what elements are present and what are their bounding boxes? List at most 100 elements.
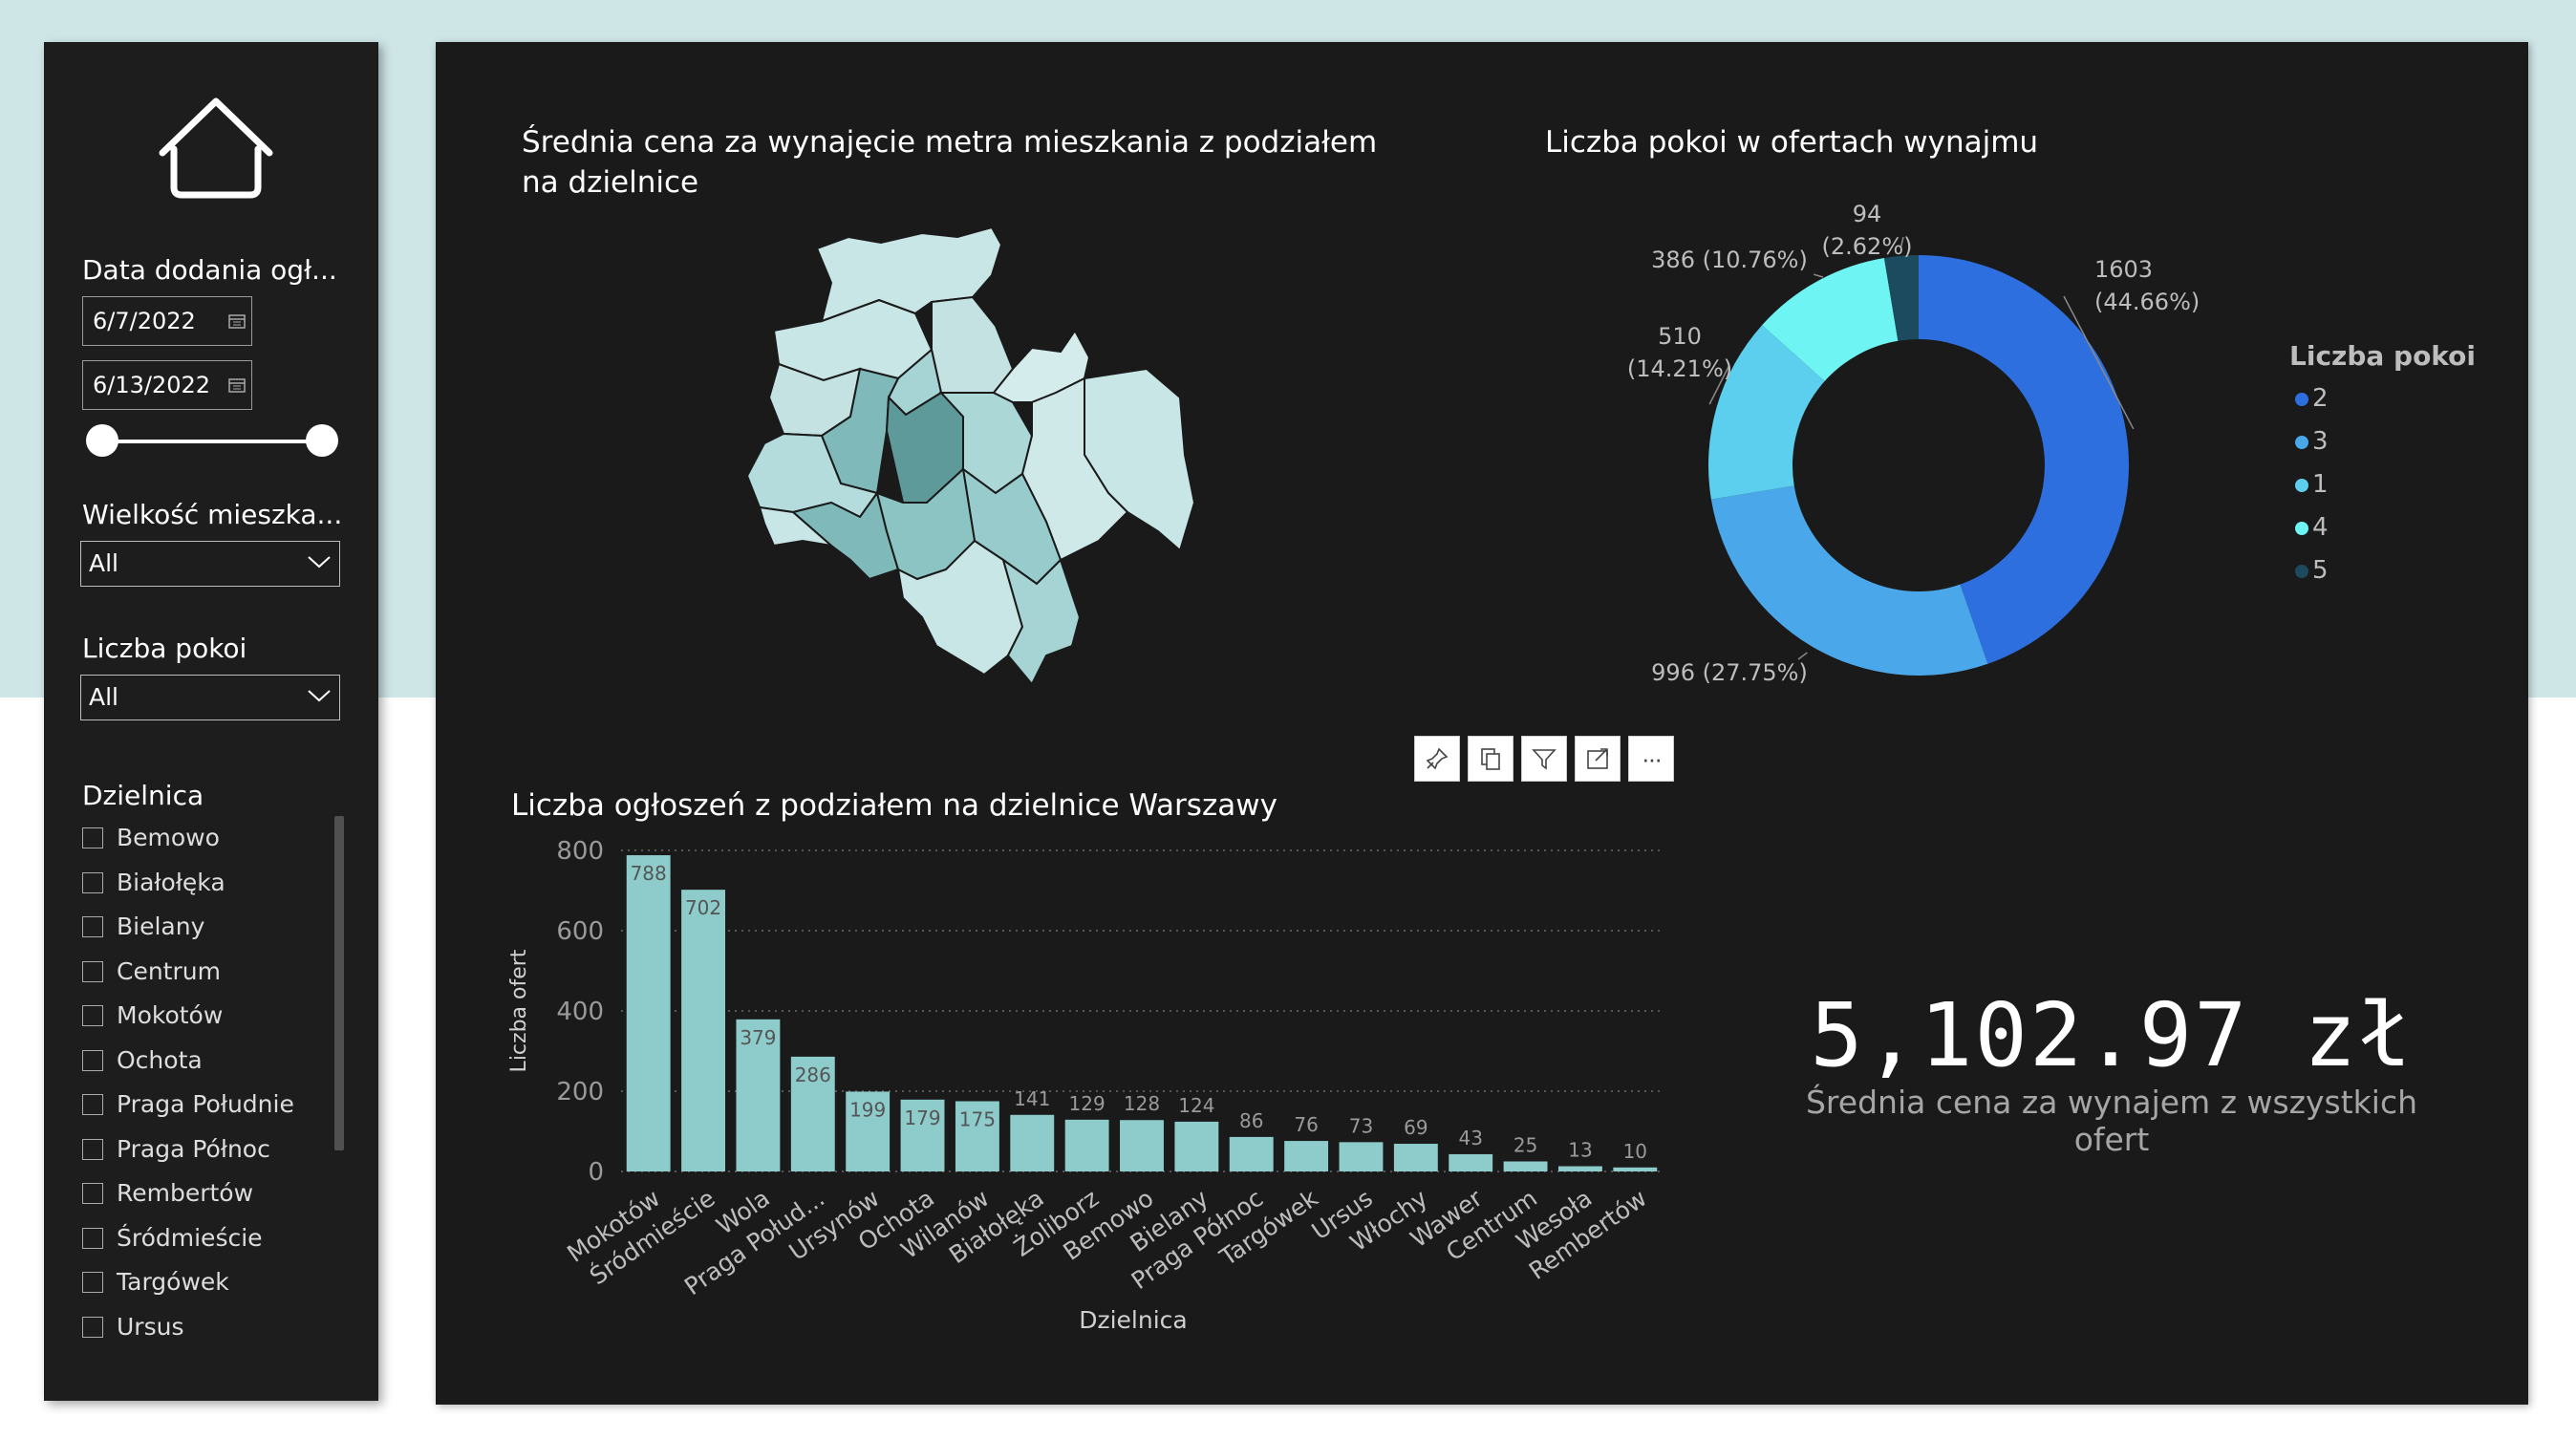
bar-data-label: 10 <box>1623 1140 1647 1163</box>
bar-Wawer[interactable] <box>1449 1153 1493 1171</box>
legend-item-5[interactable]: 5 <box>2295 556 2329 585</box>
bar-data-label: 379 <box>740 1026 776 1049</box>
district-option[interactable]: Rembertów <box>82 1179 350 1224</box>
calendar-icon[interactable] <box>228 313 246 329</box>
bar-Żoliborz[interactable] <box>1064 1119 1109 1171</box>
bar-Mokotów[interactable] <box>626 855 671 1171</box>
checkbox[interactable] <box>82 827 103 848</box>
pin-visual-button[interactable] <box>1414 736 1460 782</box>
map-region-bialoleka[interactable] <box>815 226 1003 323</box>
date-range-end-handle[interactable] <box>306 424 338 457</box>
calendar-icon[interactable] <box>228 377 246 393</box>
district-option-label: Centrum <box>117 956 221 985</box>
legend-label: 4 <box>2312 513 2329 542</box>
more-options-icon: ··· <box>1642 743 1663 773</box>
map-region-bielany[interactable] <box>772 298 934 382</box>
checkbox[interactable] <box>82 1316 103 1338</box>
donut-slice-2[interactable] <box>1919 255 2129 664</box>
bar-Wilanów[interactable] <box>955 1101 999 1172</box>
y-tick-label: 200 <box>556 1078 604 1106</box>
donut-slice-5[interactable] <box>1883 255 1919 341</box>
bar-Praga Połud...[interactable] <box>790 1056 835 1171</box>
district-option[interactable]: Śródmieście <box>82 1224 350 1269</box>
checkbox[interactable] <box>82 1049 103 1071</box>
bar-Włochy[interactable] <box>1393 1144 1438 1171</box>
bar-data-label: 86 <box>1239 1109 1263 1132</box>
legend-item-1[interactable]: 1 <box>2295 470 2329 499</box>
y-tick-label: 400 <box>556 998 604 1026</box>
start-date-input[interactable]: 6/7/2022 <box>82 296 252 346</box>
district-option[interactable]: Bielany <box>82 913 350 957</box>
bar-Ursynów[interactable] <box>846 1091 891 1171</box>
rooms-dropdown[interactable]: All <box>80 675 340 720</box>
checkbox[interactable] <box>82 1094 103 1115</box>
bar-Wola[interactable] <box>736 1019 781 1171</box>
donut-slice-1[interactable] <box>1708 325 1825 500</box>
map-region-ursus[interactable] <box>758 505 835 548</box>
focus-mode-button[interactable] <box>1575 736 1621 782</box>
legend-item-3[interactable]: 3 <box>2295 427 2329 456</box>
map-region-wawer[interactable] <box>1020 376 1129 562</box>
size-dropdown[interactable]: All <box>80 541 340 587</box>
bar-Śródmieście[interactable] <box>681 890 725 1171</box>
legend-item-4[interactable]: 4 <box>2295 513 2329 542</box>
bar-Ochota[interactable] <box>900 1099 945 1171</box>
donut-leader-line <box>1900 236 1904 248</box>
legend-label: 3 <box>2312 427 2329 456</box>
checkbox[interactable] <box>82 1138 103 1160</box>
district-option[interactable]: Centrum <box>82 957 350 1002</box>
copy-visual-button[interactable] <box>1468 736 1513 782</box>
rooms-donut-chart[interactable]: 1603 (44.66%) 996 (27.75%) 510 (14.21%) 386 (… <box>1567 191 2274 707</box>
bar-data-label: 76 <box>1294 1113 1318 1136</box>
y-tick-label: 800 <box>556 837 604 866</box>
donut-leader-line <box>1708 364 1730 405</box>
checkbox[interactable] <box>82 871 103 893</box>
bar-Rembertów[interactable] <box>1613 1167 1658 1171</box>
bar-Praga Północ[interactable] <box>1229 1136 1274 1171</box>
district-option[interactable]: Bemowo <box>82 824 350 869</box>
date-range-start-handle[interactable] <box>86 424 118 457</box>
donut-data-label-pct: (2.62%) <box>1822 233 1913 260</box>
visual-header-toolbar: ··· <box>1414 736 1674 782</box>
map-region-wilanow[interactable] <box>1001 557 1082 686</box>
bar-Białołęka[interactable] <box>1010 1114 1055 1171</box>
bar-Wesoła[interactable] <box>1558 1166 1602 1171</box>
district-list-scrollbar[interactable] <box>334 816 344 1150</box>
district-bar-chart[interactable]: 0200400600800788Mokotów702Śródmieście379… <box>497 822 1682 1357</box>
legend-item-2[interactable]: 2 <box>2295 384 2329 413</box>
filter-visual-button[interactable] <box>1521 736 1567 782</box>
donut-leader-line <box>1797 652 1808 660</box>
donut-slice-4[interactable] <box>1762 257 1899 381</box>
checkbox[interactable] <box>82 1272 103 1293</box>
more-options-button[interactable]: ··· <box>1628 736 1674 782</box>
checkbox[interactable] <box>82 1183 103 1204</box>
district-option[interactable]: Praga Południe <box>82 1090 350 1135</box>
bar-Bielany[interactable] <box>1174 1121 1219 1171</box>
district-option[interactable]: Białołęka <box>82 869 350 913</box>
bar-data-label: 43 <box>1458 1127 1482 1149</box>
donut-slice-3[interactable] <box>1710 485 1988 677</box>
donut-data-label-pct: (14.21%) <box>1627 355 1732 382</box>
checkbox[interactable] <box>82 916 103 937</box>
district-option-label: Mokotów <box>117 1001 224 1029</box>
chevron-down-icon <box>308 690 331 702</box>
date-range-slider-track[interactable] <box>101 440 321 443</box>
checkbox[interactable] <box>82 1005 103 1026</box>
checkbox[interactable] <box>82 960 103 982</box>
district-map[interactable] <box>745 226 1194 694</box>
bar-Ursus[interactable] <box>1339 1142 1384 1171</box>
donut-data-label: 510 <box>1658 323 1702 350</box>
home-icon[interactable] <box>157 96 275 203</box>
district-option[interactable]: Mokotów <box>82 1001 350 1046</box>
end-date-input[interactable]: 6/13/2022 <box>82 360 252 410</box>
district-option[interactable]: Ochota <box>82 1046 350 1091</box>
district-option[interactable]: Targówek <box>82 1268 350 1313</box>
checkbox[interactable] <box>82 1227 103 1249</box>
bar-Centrum[interactable] <box>1503 1161 1548 1172</box>
bar-Bemowo[interactable] <box>1120 1120 1164 1171</box>
district-option[interactable]: Praga Północ <box>82 1135 350 1180</box>
bar-data-label: 179 <box>904 1106 940 1129</box>
district-option-label: Praga Północ <box>117 1134 270 1163</box>
district-option[interactable]: Ursus <box>82 1313 350 1358</box>
bar-Targówek[interactable] <box>1284 1141 1329 1171</box>
